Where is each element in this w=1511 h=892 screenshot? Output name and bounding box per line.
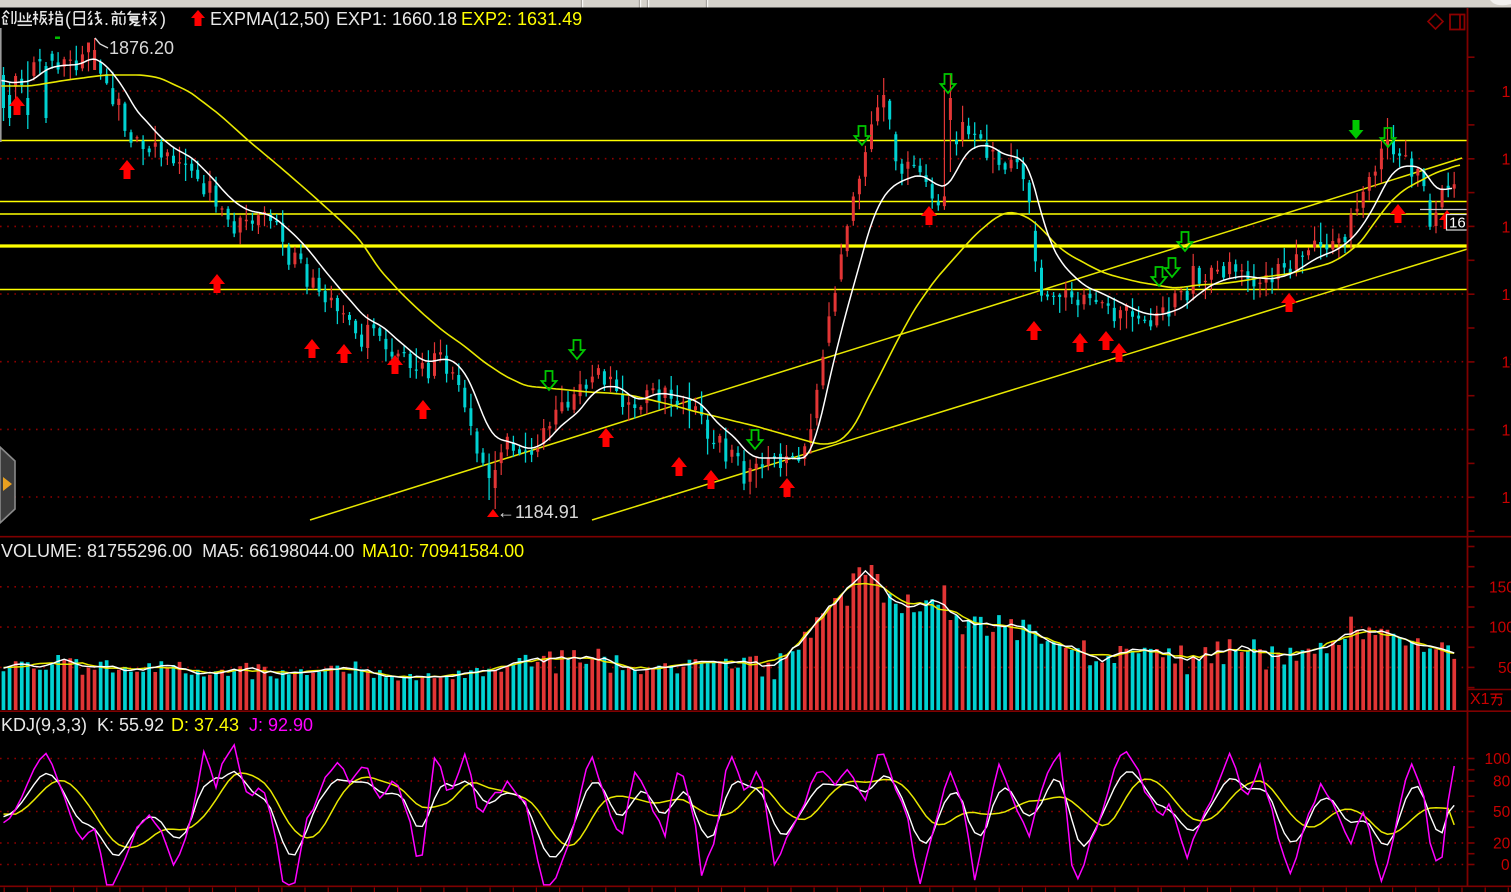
svg-text:1876.20: 1876.20 — [109, 38, 174, 58]
svg-text:.: . — [104, 9, 109, 29]
svg-text:EXP2: 1631.49: EXP2: 1631.49 — [461, 9, 582, 29]
svg-text:D: 37.43: D: 37.43 — [171, 715, 239, 735]
svg-text:1800: 1800 — [1502, 84, 1511, 101]
svg-text:100: 100 — [1489, 620, 1511, 637]
svg-text:1300: 1300 — [1502, 422, 1511, 439]
svg-text:EXP1: 1660.18: EXP1: 1660.18 — [336, 9, 457, 29]
svg-text:(: ( — [65, 9, 71, 29]
svg-text:50: 50 — [1493, 804, 1511, 821]
svg-text:1400: 1400 — [1502, 355, 1511, 372]
svg-text:EXPMA(12,50): EXPMA(12,50) — [210, 9, 330, 29]
svg-text:16: 16 — [1449, 215, 1466, 232]
svg-text:KDJ(9,3,3) K: 55.92: KDJ(9,3,3) K: 55.92 — [1, 715, 164, 735]
svg-text:1500: 1500 — [1502, 287, 1511, 304]
svg-text:VOLUME: 81755296.00 MA5: 6619: VOLUME: 81755296.00 MA5: 66198044.00 — [1, 541, 354, 561]
svg-text:MA10: 70941584.00: MA10: 70941584.00 — [362, 541, 524, 561]
svg-text:): ) — [160, 9, 166, 29]
svg-text:80: 80 — [1493, 774, 1511, 791]
svg-text:1600: 1600 — [1502, 219, 1511, 236]
svg-text:←1184.91: ←1184.91 — [497, 502, 579, 522]
svg-text:100: 100 — [1485, 751, 1511, 768]
svg-text:20: 20 — [1493, 836, 1511, 853]
svg-text:X1: X1 — [1470, 691, 1490, 708]
svg-text:1700: 1700 — [1502, 152, 1511, 169]
svg-text:0: 0 — [1501, 857, 1510, 874]
svg-text:150: 150 — [1489, 579, 1511, 596]
svg-text:J: 92.90: J: 92.90 — [249, 715, 313, 735]
svg-text:50: 50 — [1498, 660, 1511, 677]
svg-text:1200: 1200 — [1502, 490, 1511, 507]
